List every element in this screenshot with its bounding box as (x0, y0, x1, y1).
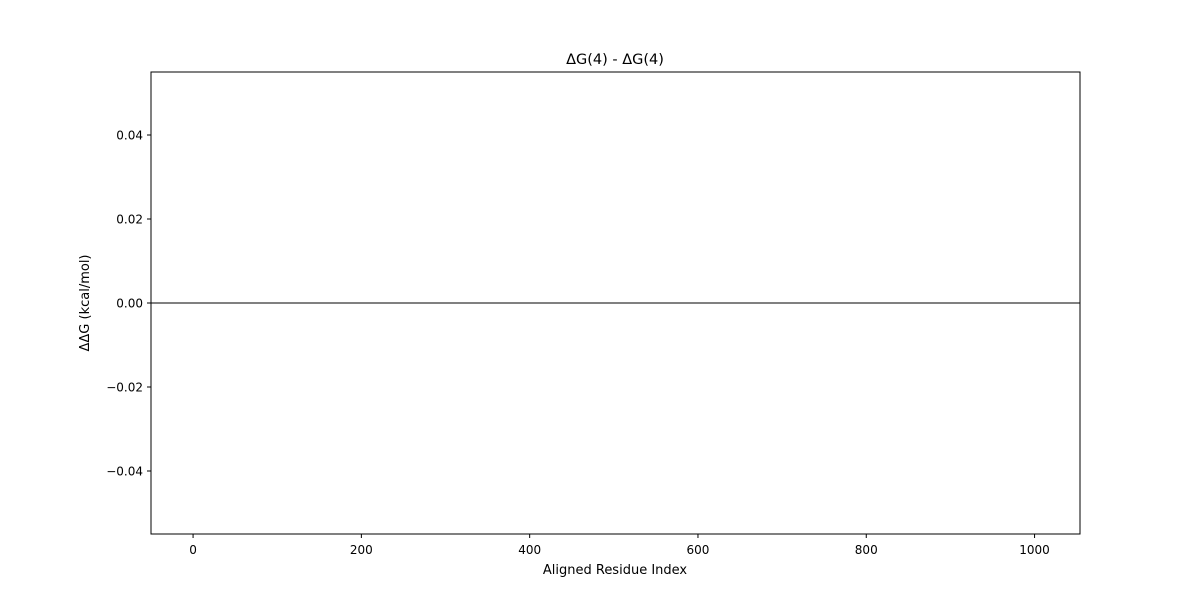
y-tick-label: −0.04 (106, 465, 143, 479)
y-tick-label: 0.04 (116, 129, 143, 143)
x-tick-label: 800 (855, 543, 878, 557)
x-tick-label: 200 (350, 543, 373, 557)
x-tick-label: 600 (687, 543, 710, 557)
x-tick-label: 400 (518, 543, 541, 557)
axes-frame (150, 71, 1081, 535)
y-tick-label: 0.00 (116, 297, 143, 311)
y-tick-label: −0.02 (106, 381, 143, 395)
y-axis-label: ΔΔG (kcal/mol) (78, 255, 93, 352)
x-ticks: 0 200 400 600 800 1000 (189, 534, 1050, 557)
x-tick-label: 0 (189, 543, 197, 557)
x-axis-label: Aligned Residue Index (543, 563, 688, 578)
y-ticks: −0.04 −0.02 0.00 0.02 0.04 (106, 129, 151, 479)
chart-title: ΔG(4) - ΔG(4) (566, 52, 664, 68)
x-tick-label: 1000 (1019, 543, 1050, 557)
y-tick-label: 0.02 (116, 213, 143, 227)
